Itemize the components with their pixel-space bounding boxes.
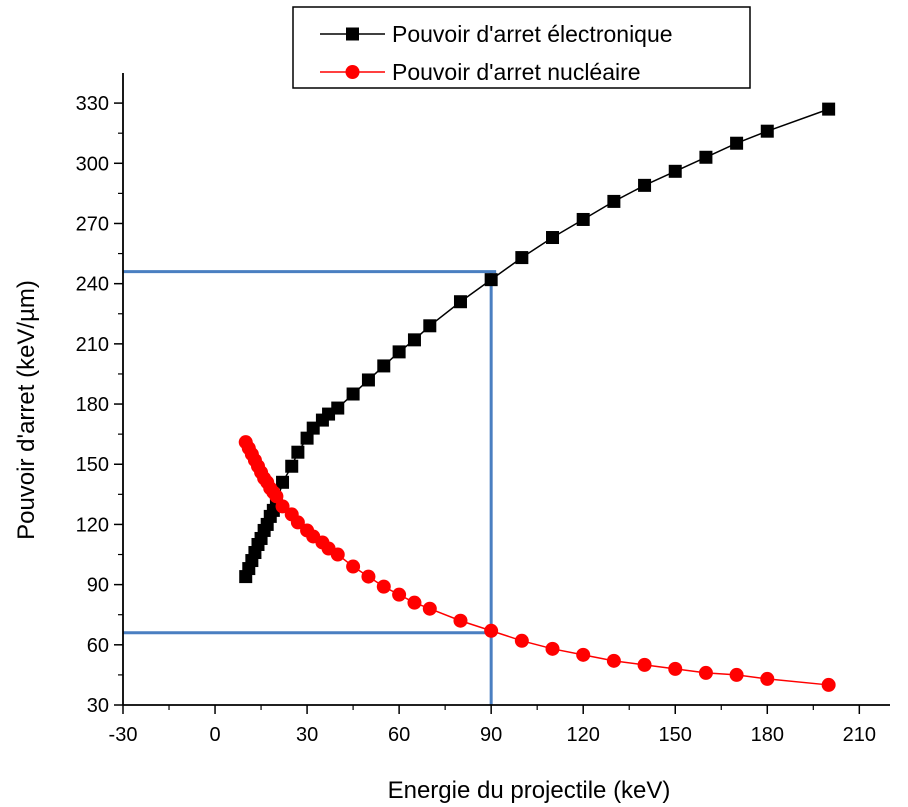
data-point-square [760, 124, 774, 138]
data-point-square [392, 345, 406, 359]
data-point-circle [606, 653, 621, 668]
y-tick-label: 180 [76, 394, 109, 416]
data-point-circle [545, 641, 560, 656]
data-point-circle [275, 499, 290, 514]
data-point-square [377, 359, 391, 373]
data-point-square [607, 194, 621, 208]
data-point-circle [407, 595, 422, 610]
data-point-square [822, 102, 836, 116]
series-layer [238, 102, 836, 692]
y-tick-label: 240 [76, 274, 109, 296]
data-point-circle [392, 587, 407, 602]
data-point-square [453, 295, 467, 309]
legend-label: Pouvoir d'arret nucléaire [392, 59, 641, 85]
x-tick-label: 90 [480, 724, 502, 746]
y-tick-label: 330 [76, 93, 109, 115]
data-point-square [668, 164, 682, 178]
reference-lines [123, 270, 497, 705]
y-tick-label: 90 [87, 575, 109, 597]
data-point-square [285, 459, 299, 473]
data-point-circle [760, 671, 775, 686]
y-tick-label: 270 [76, 213, 109, 235]
y-tick-label: 150 [76, 454, 109, 476]
y-axis-title: Pouvoir d'arret (keV/µm) [13, 280, 40, 540]
legend-marker-square [346, 27, 359, 41]
data-point-square [291, 445, 305, 459]
series-line-1 [245, 108, 829, 577]
data-point-circle [821, 677, 836, 692]
y-tick-label: 210 [76, 334, 109, 356]
y-tick-label: 300 [76, 153, 109, 175]
data-point-circle [361, 569, 376, 584]
data-point-square [546, 231, 560, 245]
x-tick-label: 150 [659, 724, 692, 746]
x-tick-label: -30 [109, 724, 138, 746]
data-point-circle [576, 647, 591, 662]
data-point-square [423, 319, 437, 333]
legend-label: Pouvoir d'arret électronique [392, 21, 673, 47]
x-tick-label: 30 [296, 724, 318, 746]
data-point-circle [422, 601, 437, 616]
y-axis-ticks: 30 60 90 120 150 180 210 240 270 300 330 [76, 93, 123, 717]
data-point-circle [376, 579, 391, 594]
x-tick-label: 60 [388, 724, 410, 746]
data-point-square [407, 333, 421, 347]
data-point-square [515, 251, 529, 265]
series-line-2 [245, 441, 829, 686]
y-tick-label: 30 [87, 695, 109, 717]
x-axis-ticks: -30 0 30 60 90 120 150 180 210 [109, 705, 876, 746]
legend: Pouvoir d'arret électronique Pouvoir d'ar… [292, 6, 751, 89]
data-point-square [361, 373, 375, 387]
x-tick-label: 120 [567, 724, 600, 746]
data-point-square [576, 212, 590, 226]
data-point-circle [637, 657, 652, 672]
axes [122, 73, 890, 706]
legend-frame [292, 6, 751, 89]
data-point-square [300, 431, 314, 445]
x-tick-label: 210 [843, 724, 876, 746]
y-tick-label: 120 [76, 514, 109, 536]
data-point-circle [729, 667, 744, 682]
data-point-square [346, 387, 360, 401]
legend-marker-circle [345, 65, 360, 79]
x-tick-label: 180 [751, 724, 784, 746]
data-point-square [331, 401, 345, 415]
data-point-circle [346, 559, 361, 574]
data-point-circle [698, 665, 713, 680]
data-point-square [638, 178, 652, 192]
data-point-circle [514, 633, 529, 648]
data-point-square [484, 273, 498, 287]
y-tick-label: 60 [87, 635, 109, 657]
data-point-circle [453, 613, 468, 628]
data-point-square [276, 475, 290, 489]
x-axis-title: Energie du projectile (keV) [388, 777, 671, 804]
data-point-circle [290, 515, 305, 530]
x-tick-label: 0 [209, 724, 220, 746]
data-point-circle [484, 623, 499, 638]
data-point-square [699, 150, 713, 164]
data-point-circle [330, 547, 345, 562]
data-point-circle [668, 661, 683, 676]
data-point-square [730, 136, 744, 150]
data-point-circle [269, 489, 284, 504]
